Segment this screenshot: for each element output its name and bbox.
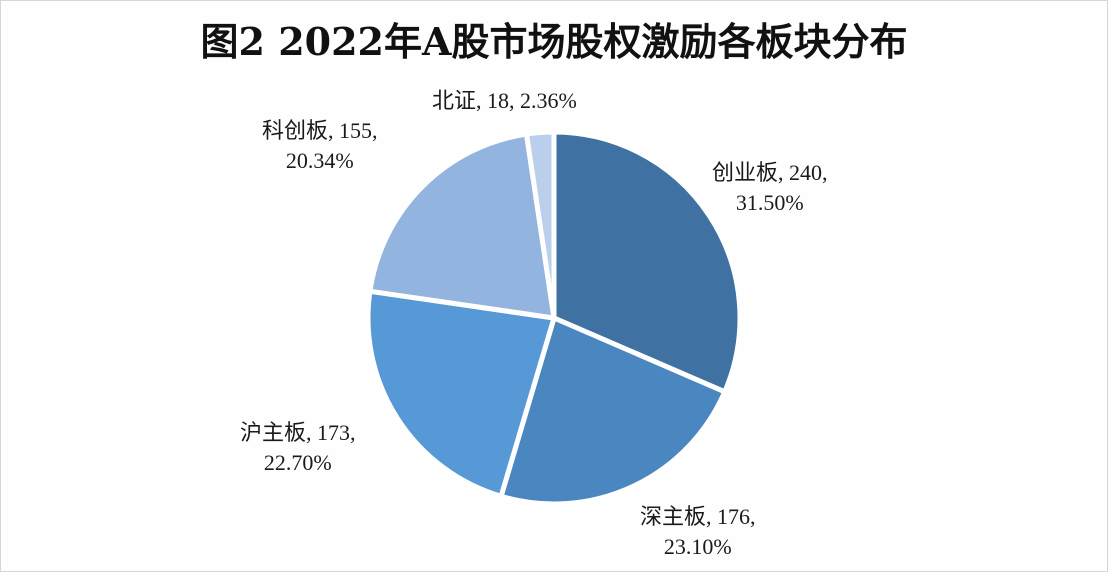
- label-huzhuban-line1: 沪主板, 173,: [240, 420, 356, 445]
- label-shenzhuban-line1: 深主板, 176,: [640, 504, 756, 529]
- label-huzhuban: 沪主板, 173, 22.70%: [240, 418, 356, 478]
- pie-slice-huzhuban: [365, 288, 557, 499]
- label-kechuangban: 科创板, 155, 20.34%: [262, 116, 378, 176]
- label-kechuangban-line1: 科创板, 155,: [262, 118, 378, 143]
- pie-slices: [365, 129, 743, 507]
- label-shenzhuban-line2: 23.10%: [663, 534, 732, 559]
- label-chuangyeban-line2: 31.50%: [735, 190, 804, 215]
- pie-slice-shenzhuban: [498, 315, 728, 507]
- label-kechuangban-line2: 20.34%: [285, 148, 354, 173]
- pie-slice-beizheng: [523, 129, 557, 321]
- label-huzhuban-line2: 22.70%: [263, 450, 332, 475]
- label-shenzhuban: 深主板, 176, 23.10%: [640, 502, 756, 562]
- label-chuangyeban: 创业板, 240, 31.50%: [712, 158, 828, 218]
- pie-slice-kechuangban: [367, 131, 557, 321]
- label-beizheng-line1: 北证, 18, 2.36%: [432, 88, 577, 113]
- chart-title: 图2 2022年A股市场股权激励各板块分布: [200, 19, 908, 64]
- label-beizheng: 北证, 18, 2.36%: [432, 86, 577, 116]
- pie-slice-chuangyeban: [551, 129, 743, 395]
- label-chuangyeban-line1: 创业板, 240,: [712, 160, 828, 185]
